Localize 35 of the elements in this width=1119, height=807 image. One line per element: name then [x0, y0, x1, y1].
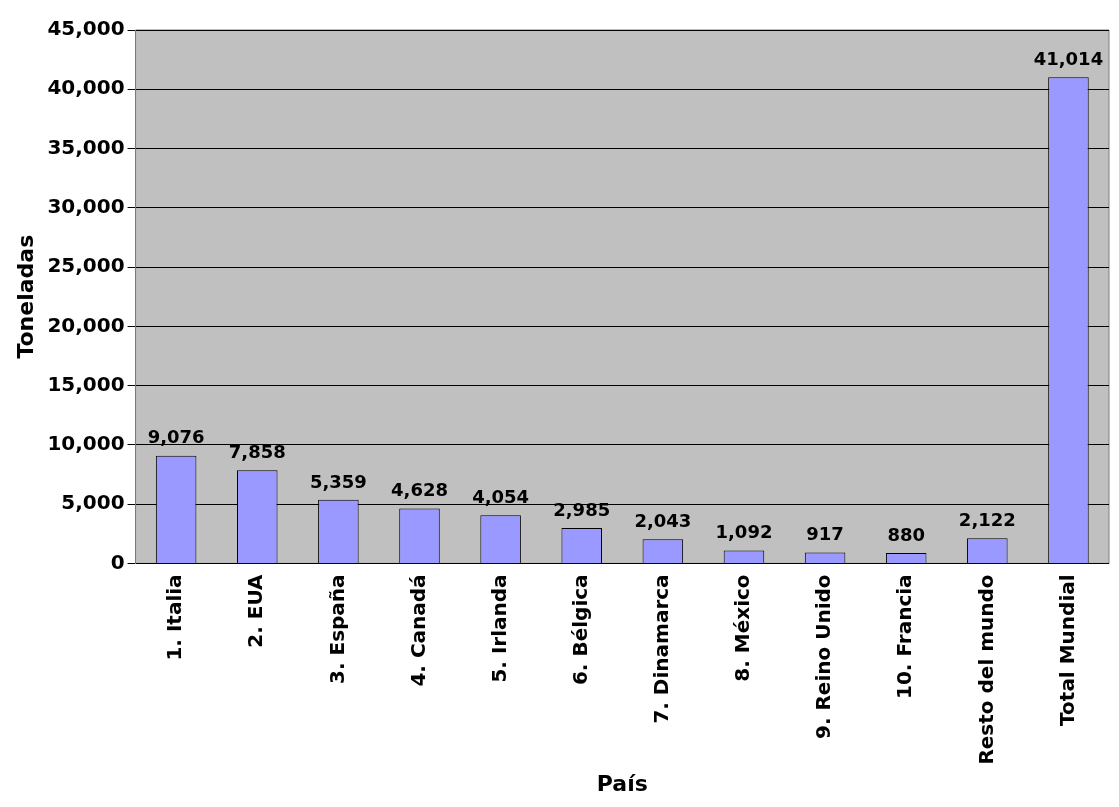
x-tick-label: 4. Canadá: [405, 574, 430, 687]
data-label: 7,858: [228, 440, 286, 462]
y-tick-label: 15,000: [47, 371, 125, 396]
y-tick-label: 5,000: [61, 490, 125, 515]
data-label: 4,628: [391, 479, 448, 501]
data-label: 4,054: [472, 486, 530, 508]
x-tick-label: 2. EUA: [243, 573, 268, 648]
y-tick-label: 30,000: [47, 194, 125, 218]
y-tick-label: 20,000: [47, 312, 125, 337]
x-tick-label: 10. Francia: [892, 574, 917, 699]
data-label: 917: [806, 523, 844, 545]
data-label: 41,014: [1033, 47, 1104, 69]
y-tick-label: 10,000: [47, 431, 125, 456]
x-tick-label: 8. México: [730, 574, 755, 682]
y-tick-label: 45,000: [47, 16, 125, 41]
data-label: 5,359: [309, 470, 367, 492]
y-tick-label: 35,000: [47, 134, 125, 159]
x-tick-label: Total Mundial: [1054, 574, 1079, 726]
y-axis-title: Toneladas: [12, 234, 38, 359]
data-label: 2,122: [958, 508, 1016, 530]
x-tick-label: 9. Reino Unido: [811, 574, 836, 740]
y-tick-label: 25,000: [47, 253, 125, 278]
data-label: 880: [887, 523, 925, 545]
y-tick-label: 0: [110, 549, 125, 574]
data-label: 1,092: [715, 521, 773, 543]
data-label: 9,076: [147, 426, 205, 448]
x-tick-label: 1. Italia: [162, 574, 187, 661]
x-axis-title: País: [596, 770, 648, 796]
y-tick-label: 40,000: [47, 75, 125, 100]
x-tick-label: 6. Bélgica: [567, 574, 592, 686]
x-tick-label: 3. España: [324, 574, 349, 684]
data-label: 2,043: [634, 509, 692, 531]
x-tick-label: 5. Irlanda: [486, 574, 511, 683]
x-tick-label: Resto del mundo: [973, 574, 998, 765]
x-tick-label: 7. Dinamarca: [649, 574, 674, 724]
